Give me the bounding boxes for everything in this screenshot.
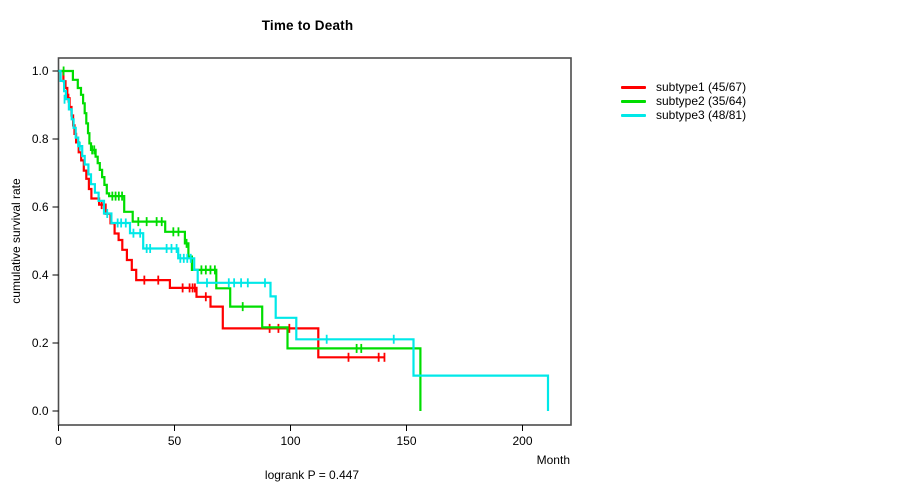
legend-item-subtype1: subtype1 (45/67) bbox=[621, 80, 746, 94]
series-line-subtype3 bbox=[58, 69, 550, 411]
x-tick-label: 100 bbox=[280, 434, 300, 448]
legend: subtype1 (45/67) subtype2 (35/64) subtyp… bbox=[621, 80, 746, 122]
y-axis-label: cumulative survival rate bbox=[9, 178, 23, 304]
logrank-pvalue-text: logrank P = 0.447 bbox=[264, 468, 360, 482]
legend-label: subtype1 (45/67) bbox=[656, 80, 747, 94]
legend-label: subtype3 (48/81) bbox=[656, 108, 747, 122]
y-tick-label: 0.4 bbox=[32, 268, 49, 282]
x-tick-label: 0 bbox=[55, 434, 62, 448]
series-line-subtype2 bbox=[58, 69, 422, 411]
legend-label: subtype2 (35/64) bbox=[656, 94, 747, 108]
subtype3-line-swatch bbox=[621, 113, 646, 117]
y-tick-label: 0.6 bbox=[32, 200, 49, 214]
page-title: Time to Death bbox=[261, 18, 354, 33]
x-tick-label: 200 bbox=[512, 434, 532, 448]
x-axis-label: Month bbox=[536, 453, 570, 467]
y-tick-label: 0.8 bbox=[32, 132, 49, 146]
y-tick-label: 1.0 bbox=[32, 64, 49, 78]
legend-item-subtype2: subtype2 (35/64) bbox=[621, 94, 746, 108]
y-tick-label: 0.0 bbox=[32, 404, 49, 418]
x-tick-label: 150 bbox=[396, 434, 416, 448]
y-tick-label: 0.2 bbox=[32, 336, 49, 350]
subtype1-line-swatch bbox=[621, 85, 646, 89]
plot-box bbox=[57, 57, 572, 426]
x-tick-label: 50 bbox=[168, 434, 182, 448]
subtype2-line-swatch bbox=[621, 99, 646, 103]
legend-item-subtype3: subtype3 (48/81) bbox=[621, 108, 746, 122]
